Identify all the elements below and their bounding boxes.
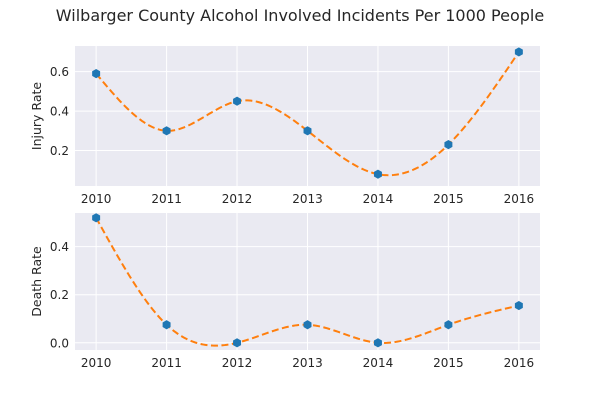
y-tick-label: 0.0 bbox=[50, 336, 69, 350]
data-point bbox=[514, 300, 523, 311]
x-tick-label: 2016 bbox=[504, 192, 535, 206]
panel-2: 2010 2011 2012 2013 2014 2015 2016 0.0 0.2 0.4 Dea… bbox=[29, 213, 540, 370]
x-tick-label: 2010 bbox=[81, 356, 112, 370]
x-tick-label: 2013 bbox=[292, 192, 323, 206]
x-tick-label: 2010 bbox=[81, 192, 112, 206]
data-point bbox=[444, 139, 453, 150]
y-axis-label: Injury Rate bbox=[29, 82, 44, 150]
y-tick-label: 0.2 bbox=[50, 144, 69, 158]
data-point bbox=[233, 96, 242, 106]
figure-title: Wilbarger County Alcohol Involved Incide… bbox=[55, 6, 545, 25]
data-point bbox=[303, 126, 312, 136]
x-tick-label: 2015 bbox=[433, 356, 464, 370]
data-point bbox=[514, 47, 523, 57]
y-axis-label: Death Rate bbox=[29, 246, 44, 317]
data-point bbox=[92, 69, 101, 79]
y-tick-label: 0.4 bbox=[50, 240, 69, 254]
data-point bbox=[444, 320, 453, 330]
x-tick-label: 2011 bbox=[151, 356, 182, 370]
x-tick-label: 2014 bbox=[363, 356, 394, 370]
data-point bbox=[233, 338, 242, 348]
y-tick-label: 0.4 bbox=[50, 105, 69, 119]
data-point bbox=[162, 320, 171, 330]
x-tick-label: 2012 bbox=[222, 356, 253, 370]
y-tick-label: 0.2 bbox=[50, 288, 69, 302]
panel-1: 2010 2011 2012 2013 2014 2015 2016 0.2 0.4 0.6 Inj… bbox=[29, 46, 540, 206]
data-point bbox=[373, 169, 382, 179]
data-point bbox=[373, 338, 382, 348]
data-point bbox=[303, 320, 312, 330]
x-tick-label: 2014 bbox=[363, 192, 394, 206]
data-point bbox=[92, 213, 101, 223]
x-tick-label: 2016 bbox=[504, 356, 535, 370]
x-tick-label: 2013 bbox=[292, 356, 323, 370]
x-tick-label: 2011 bbox=[151, 192, 182, 206]
y-tick-label: 0.6 bbox=[50, 65, 69, 79]
x-tick-label: 2012 bbox=[222, 192, 253, 206]
x-tick-label: 2015 bbox=[433, 192, 464, 206]
data-point bbox=[162, 126, 171, 136]
